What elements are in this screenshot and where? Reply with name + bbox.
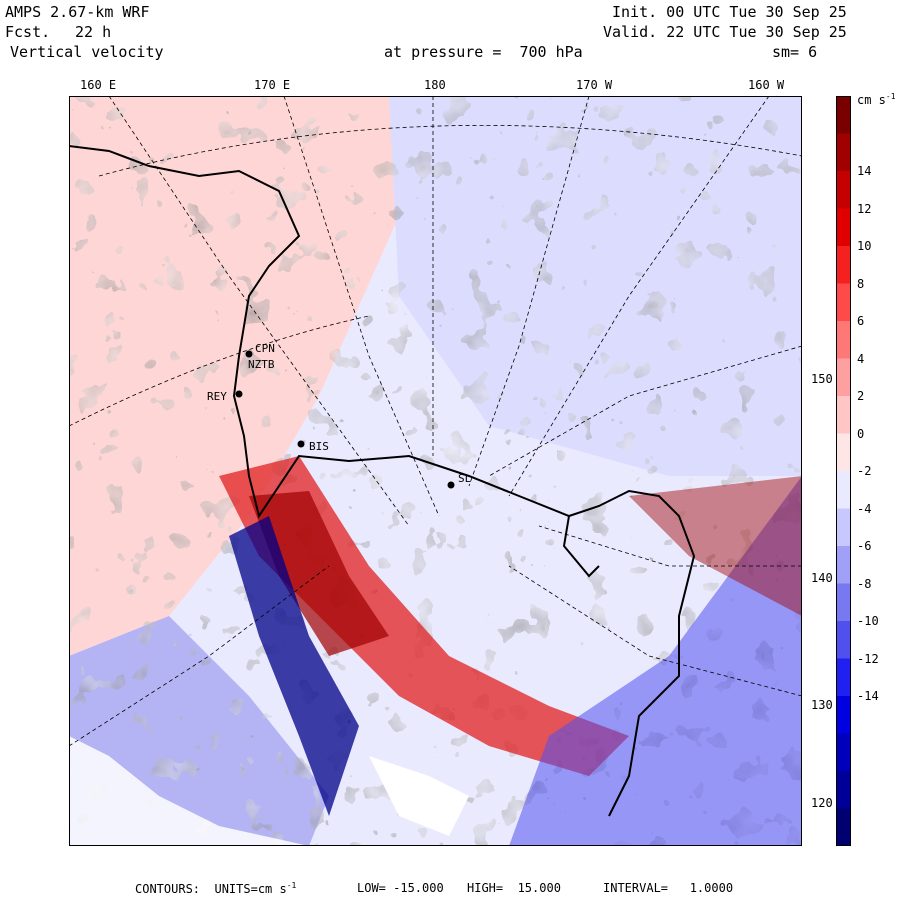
- graticule: [69, 96, 802, 747]
- colorbar-tick-label: 10: [857, 239, 872, 253]
- station-reydot: [235, 390, 243, 398]
- ridge-subsidence: [229, 516, 359, 816]
- colorbar-segment: [836, 546, 851, 584]
- colorbar-tick-label: 0: [857, 426, 865, 441]
- map-frame: [69, 96, 802, 846]
- colorbar-segment: [836, 283, 851, 322]
- colorbar-segment: [836, 396, 851, 434]
- footer-high: HIGH= 15.000: [467, 881, 561, 895]
- colorbar-segment: [836, 246, 851, 284]
- colorbar-tick-label: 4: [857, 351, 865, 366]
- coastline: [69, 145, 696, 817]
- terrain-edge: [69, 736, 309, 846]
- colorbar-segment: [836, 208, 851, 247]
- vertical-velocity-map: [69, 96, 802, 846]
- lon-label-180: 180: [424, 78, 446, 92]
- colorbar-tick-label: -12: [857, 651, 879, 666]
- colorbar-tick-label: -4: [857, 501, 872, 516]
- station-sl-dot: [447, 481, 455, 489]
- marie-byrd-subsidence: [509, 476, 802, 846]
- colorbar-tick-label: -14: [857, 689, 879, 703]
- forecast-label: Fcst.: [5, 23, 51, 41]
- station-label-nztb: NZTB: [248, 358, 275, 371]
- station-label-rey: REY: [207, 390, 227, 403]
- colorbar-tick-label: 8: [857, 276, 865, 291]
- colorbar-segment: [836, 96, 851, 134]
- init-time: Init. 00 UTC Tue 30 Sep 25: [612, 3, 847, 21]
- lon-label-170e: 170 E: [254, 78, 291, 92]
- station-bis-dot: [297, 440, 305, 448]
- colorbar-segment: [836, 733, 851, 772]
- colorbar-tick-label: 12: [857, 201, 872, 216]
- colorbar-segment: [836, 171, 851, 209]
- model-title: AMPS 2.67-km WRF: [5, 3, 150, 21]
- field-name: Vertical velocity: [10, 43, 164, 61]
- forecast-hour: 22 h: [75, 23, 112, 41]
- colorbar-segment: [836, 808, 851, 846]
- terrain-gap: [369, 756, 469, 836]
- smoothing: sm= 6: [772, 43, 818, 61]
- colorbar-tick-label: 14: [857, 164, 872, 178]
- footer-interval: INTERVAL= 1.0000: [603, 881, 734, 895]
- lon-label-160w: 160 W: [748, 78, 785, 92]
- station-label-sl: SL: [458, 472, 472, 485]
- colorbar-segment: [836, 133, 851, 172]
- colorbar-segment: [836, 696, 851, 734]
- colorbar: [836, 96, 851, 846]
- colorbar-unit: cm s-1: [857, 92, 896, 107]
- colorbar-segment: [836, 508, 851, 547]
- valid-time: Valid. 22 UTC Tue 30 Sep 25: [603, 23, 847, 41]
- colorbar-segment: [836, 321, 851, 359]
- colorbar-tick-label: 2: [857, 389, 865, 403]
- station-cpn-dot: [245, 350, 253, 358]
- colorbar-tick-label: -8: [857, 576, 872, 591]
- lon-label-160e: 160 E: [80, 78, 117, 92]
- colorbar-tick-label: -6: [857, 539, 872, 553]
- colorbar-segment: [836, 583, 851, 622]
- pressure-level: at pressure = 700 hPa: [384, 43, 583, 61]
- colorbar-segment: [836, 658, 851, 697]
- colorbar-segment: [836, 621, 851, 659]
- colorbar-tick-label: -2: [857, 464, 872, 478]
- colorbar-segment: [836, 471, 851, 509]
- colorbar-segment: [836, 433, 851, 472]
- footer-contours: CONTOURS: UNITS=cm s-1: [135, 881, 297, 896]
- lon-label-170w: 170 W: [576, 78, 613, 92]
- station-markers: [235, 350, 455, 489]
- colorbar-segment: [836, 771, 851, 809]
- colorbar-segment: [836, 358, 851, 397]
- colorbar-tick-label: 6: [857, 314, 865, 328]
- footer-low: LOW= -15.000: [357, 881, 444, 895]
- colorbar-tick-label: -10: [857, 614, 879, 628]
- station-label-cpn: CPN: [255, 342, 275, 355]
- northeast-uplift: [629, 476, 802, 616]
- station-label-bis: BIS: [309, 440, 329, 453]
